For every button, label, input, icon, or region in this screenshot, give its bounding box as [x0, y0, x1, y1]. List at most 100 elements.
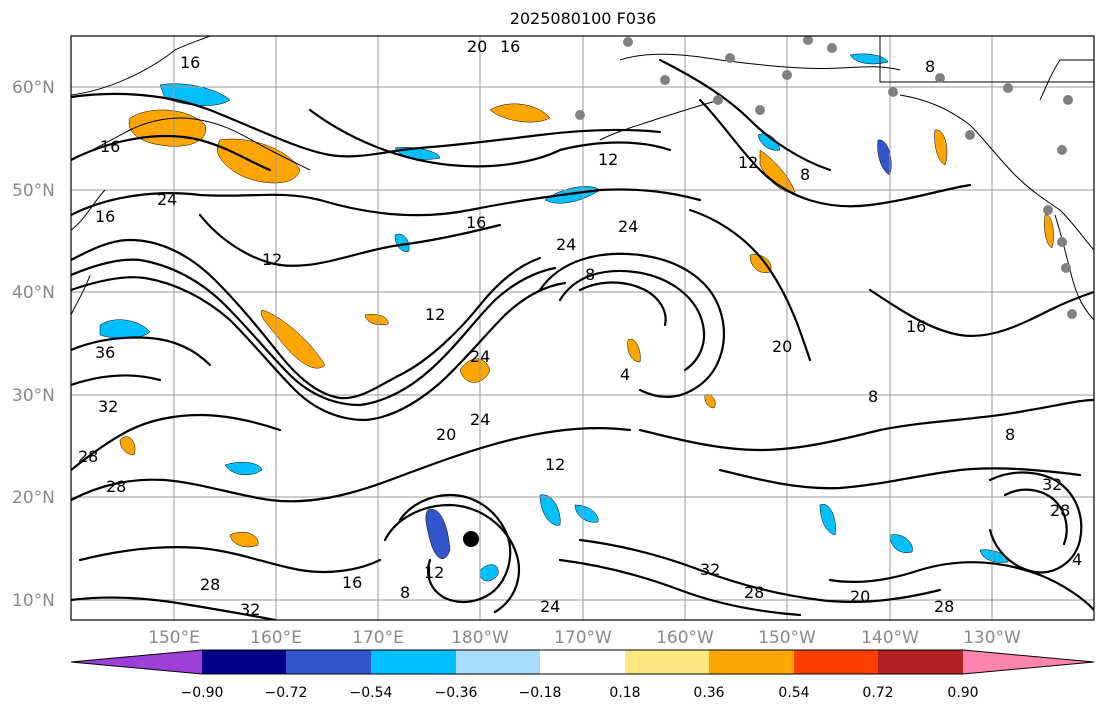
colorbar-extend-right: [963, 650, 1094, 674]
station-marker: [575, 110, 585, 120]
contour-label: 24: [556, 235, 576, 254]
contour-label: 36: [95, 343, 115, 362]
gridlines: [71, 36, 1094, 620]
contour-label: 8: [868, 387, 878, 406]
lon-label: 180°W: [451, 628, 509, 648]
lon-label: 170°W: [554, 628, 612, 648]
contour-label: 20: [772, 337, 792, 356]
lon-label: 150°E: [148, 628, 200, 648]
storm-center-marker: [463, 531, 479, 547]
contour-label: 8: [925, 57, 935, 76]
contour-label: 20: [467, 37, 487, 56]
contour-label: 16: [100, 137, 120, 156]
contour-label: 4: [620, 365, 630, 384]
contour-label: 32: [1042, 475, 1062, 494]
contour-label: 24: [470, 410, 490, 429]
contour-label: 32: [240, 600, 260, 619]
station-marker: [1067, 309, 1077, 319]
colorbar-segment: [371, 650, 456, 674]
contour-label: 20: [436, 425, 456, 444]
contour-label: 12: [425, 305, 445, 324]
colorbar-ticks: −0.90 −0.72 −0.54 −0.36 −0.18 0.18 0.36 …: [181, 685, 979, 701]
colorbar-tick-label: 0.72: [862, 685, 893, 701]
lat-label: 50°N: [12, 181, 55, 201]
lon-label: 140°W: [861, 628, 919, 648]
contour-label: 28: [744, 583, 764, 602]
station-marker: [1057, 145, 1067, 155]
colorbar-segment: [709, 650, 794, 674]
plot-frame: [70, 35, 1095, 621]
longitude-axis: 150°E 160°E 170°E 180°W 170°W 160°W 150°…: [148, 628, 1021, 648]
contour-label: 28: [200, 575, 220, 594]
contour-label-group: 16 20 16 16 24 16 12 16 12 8 8 12 24 24 …: [78, 37, 1082, 619]
contour-label: 32: [700, 560, 720, 579]
station-marker: [965, 130, 975, 140]
latitude-axis: 60°N 50°N 40°N 30°N 20°N 10°N: [12, 78, 55, 611]
contour-label: 20: [850, 587, 870, 606]
colorbar-segment: [456, 650, 540, 674]
station-marker: [1057, 237, 1067, 247]
station-marker: [935, 73, 945, 83]
station-marker: [888, 87, 898, 97]
contour-label: 12: [738, 153, 758, 172]
lat-label: 40°N: [12, 283, 55, 303]
coastlines: [71, 36, 1094, 321]
colorbar-outline: [70, 649, 1095, 675]
station-marker: [1061, 263, 1071, 273]
colorbar-extend-left: [71, 650, 202, 674]
contour-lines: [71, 58, 1094, 620]
lon-label: 150°W: [758, 628, 816, 648]
contour-label: 16: [180, 53, 200, 72]
contour-label: 16: [466, 213, 486, 232]
station-marker: [713, 95, 723, 105]
contour-label: 24: [618, 217, 638, 236]
lat-label: 60°N: [12, 78, 55, 98]
colorbar-segment: [794, 650, 878, 674]
contour-label: 16: [500, 37, 520, 56]
colorbar-segment: [202, 650, 286, 674]
colorbar-segment: [286, 650, 371, 674]
colorbar-segment: [540, 650, 625, 674]
contour-label: 28: [78, 447, 98, 466]
contour-label: 16: [95, 207, 115, 226]
station-marker: [725, 53, 735, 63]
colorbar-tick-label: 0.36: [693, 685, 724, 701]
lon-label: 160°E: [250, 628, 302, 648]
lat-label: 20°N: [12, 488, 55, 508]
lon-label: 170°E: [352, 628, 404, 648]
contour-label: 28: [934, 597, 954, 616]
contour-label: 12: [424, 563, 444, 582]
colorbar-tick-label: −0.54: [350, 685, 393, 701]
colorbar-tick-label: −0.90: [181, 685, 224, 701]
colorbar-tick-label: 0.54: [778, 685, 809, 701]
colorbar-segment: [625, 650, 709, 674]
contour-label: 28: [106, 477, 126, 496]
station-marker: [623, 37, 633, 47]
station-marker: [1063, 95, 1073, 105]
station-marker: [1003, 83, 1013, 93]
lon-label: 130°W: [963, 628, 1021, 648]
contour-label: 12: [262, 250, 282, 269]
colorbar-tick-label: 0.18: [609, 685, 640, 701]
contour-label: 8: [585, 265, 595, 284]
contour-label: 28: [1050, 501, 1070, 520]
map-title: 2025080100 F036: [509, 9, 657, 28]
colorbar-segment: [878, 650, 963, 674]
contour-label: 12: [545, 455, 565, 474]
contour-label: 32: [98, 397, 118, 416]
colorbar-tick-label: −0.36: [435, 685, 478, 701]
contour-label: 24: [540, 597, 560, 616]
contour-label: 24: [470, 347, 490, 366]
station-marker: [755, 105, 765, 115]
station-markers: [575, 36, 1077, 319]
colorbar: [70, 649, 1095, 675]
lat-label: 10°N: [12, 591, 55, 611]
lat-label: 30°N: [12, 386, 55, 406]
contour-label: 12: [598, 150, 618, 169]
contour-label: 8: [400, 583, 410, 602]
station-marker: [660, 75, 670, 85]
contour-label: 24: [157, 190, 177, 209]
contour-label: 4: [1072, 550, 1082, 569]
station-marker: [827, 43, 837, 53]
